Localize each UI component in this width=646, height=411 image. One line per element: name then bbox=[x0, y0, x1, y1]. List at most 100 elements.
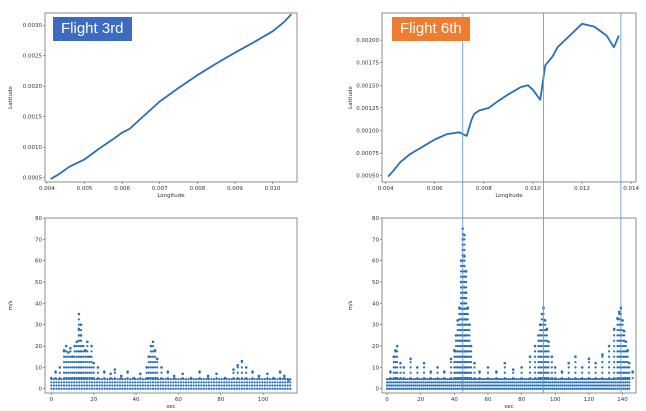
baseline-point bbox=[488, 378, 492, 381]
data-point bbox=[223, 376, 227, 380]
baseline-point bbox=[101, 381, 104, 384]
baseline-point bbox=[490, 378, 494, 381]
baseline-point bbox=[533, 381, 536, 384]
baseline-point bbox=[529, 384, 532, 387]
data-point bbox=[119, 374, 123, 378]
baseline-point bbox=[478, 381, 481, 384]
baseline-point bbox=[551, 381, 554, 384]
baseline-point bbox=[406, 378, 409, 381]
baseline-point bbox=[505, 387, 508, 390]
baseline-point bbox=[585, 378, 588, 381]
data-point bbox=[206, 376, 210, 380]
data-point bbox=[81, 344, 85, 348]
baseline-point bbox=[385, 384, 389, 387]
baseline-point bbox=[494, 381, 498, 384]
baseline-point bbox=[400, 384, 403, 387]
data-point bbox=[463, 323, 466, 326]
data-point bbox=[409, 360, 412, 364]
data-point bbox=[539, 360, 542, 364]
baseline-point bbox=[442, 381, 445, 384]
data-point bbox=[392, 366, 395, 369]
baseline-point bbox=[454, 384, 457, 387]
data-point bbox=[67, 355, 70, 358]
data-point bbox=[528, 355, 532, 359]
baseline-point bbox=[607, 381, 611, 384]
baseline-point bbox=[543, 384, 546, 387]
baseline-point bbox=[573, 387, 576, 390]
baseline-point bbox=[531, 384, 534, 387]
data-point bbox=[147, 360, 150, 364]
baseline-point bbox=[123, 384, 127, 387]
baseline-point bbox=[605, 384, 609, 387]
data-point bbox=[544, 323, 547, 326]
baseline-point bbox=[164, 384, 167, 387]
baseline-point bbox=[129, 381, 132, 384]
baseline-point bbox=[468, 387, 471, 390]
data-point bbox=[189, 376, 193, 380]
baseline-point bbox=[509, 387, 512, 390]
data-point bbox=[465, 371, 468, 374]
data-point bbox=[463, 280, 466, 284]
data-point bbox=[544, 350, 547, 353]
baseline-point bbox=[83, 381, 86, 384]
baseline-point bbox=[396, 387, 399, 390]
y-tick-label: 0.00050 bbox=[356, 174, 379, 180]
data-point bbox=[459, 334, 463, 337]
baseline-point bbox=[233, 387, 236, 390]
baseline-point bbox=[62, 384, 66, 387]
baseline-point bbox=[162, 384, 165, 387]
baseline-point bbox=[182, 387, 185, 390]
data-point bbox=[96, 376, 100, 380]
data-point bbox=[395, 344, 399, 348]
data-point bbox=[458, 339, 461, 342]
baseline-point bbox=[80, 387, 83, 390]
baseline-point bbox=[468, 381, 471, 384]
data-point bbox=[468, 328, 471, 332]
baseline-point bbox=[271, 384, 274, 387]
data-point bbox=[547, 376, 550, 380]
baseline-point bbox=[583, 381, 586, 384]
baseline-point bbox=[134, 381, 137, 384]
data-point bbox=[394, 355, 397, 358]
baseline-point bbox=[184, 378, 188, 381]
baseline-point bbox=[167, 381, 170, 384]
data-point bbox=[79, 344, 83, 348]
data-point bbox=[550, 371, 553, 374]
baseline-point bbox=[547, 381, 550, 384]
data-point bbox=[539, 344, 542, 348]
baseline-point bbox=[408, 381, 411, 384]
data-point bbox=[392, 376, 395, 380]
data-point bbox=[512, 371, 515, 374]
y-tick-label: 0.0015 bbox=[23, 115, 43, 121]
baseline-point bbox=[284, 387, 287, 390]
data-point bbox=[173, 376, 176, 380]
data-point bbox=[623, 366, 626, 369]
x-tick-label: 0.012 bbox=[574, 186, 590, 192]
baseline-point bbox=[192, 381, 195, 384]
baseline-point bbox=[57, 384, 61, 387]
data-point bbox=[631, 376, 634, 380]
baseline-point bbox=[557, 381, 560, 384]
baseline-point bbox=[474, 384, 477, 387]
baseline-point bbox=[509, 378, 512, 381]
data-point bbox=[607, 371, 611, 374]
baseline-point bbox=[65, 381, 68, 384]
data-point bbox=[71, 376, 74, 380]
baseline-point bbox=[205, 384, 208, 387]
baseline-point bbox=[494, 387, 498, 390]
baseline-point bbox=[85, 384, 89, 387]
data-point bbox=[616, 355, 619, 358]
data-point bbox=[581, 376, 584, 380]
data-point bbox=[473, 376, 476, 380]
baseline-point bbox=[591, 387, 595, 390]
baseline-point bbox=[256, 384, 259, 387]
baseline-point bbox=[103, 384, 106, 387]
data-point bbox=[156, 360, 159, 364]
baseline-point bbox=[98, 384, 101, 387]
data-point bbox=[544, 334, 547, 337]
baseline-point bbox=[238, 387, 241, 390]
baseline-point bbox=[626, 384, 629, 387]
data-point bbox=[459, 280, 463, 284]
data-point bbox=[77, 355, 80, 358]
data-point bbox=[443, 376, 446, 380]
